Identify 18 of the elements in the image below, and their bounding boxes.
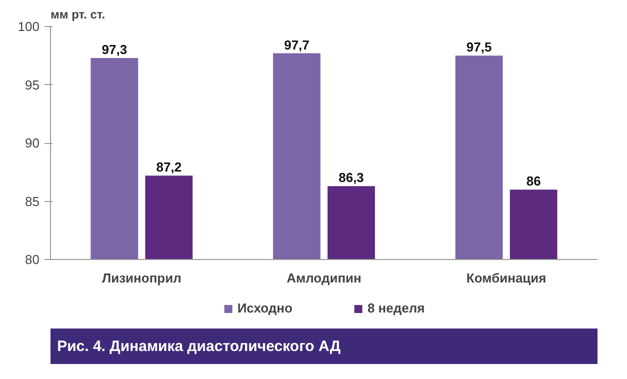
data-label: 86,3: [338, 170, 364, 186]
y-tick-label: 80: [25, 252, 40, 267]
x-tick-label: Амлодипин: [286, 270, 362, 286]
data-label: 97,3: [102, 42, 128, 57]
legend-label: Исходно: [237, 300, 292, 316]
x-tick-label: Комбинация: [466, 270, 546, 286]
text: Рис. 4. Динамика диастолического АД: [57, 338, 341, 355]
legend-label: 8 неделя: [367, 300, 425, 316]
x-tick-label: Лизиноприл: [102, 270, 182, 286]
data-label: 86: [526, 174, 541, 189]
data-label: 97,5: [466, 40, 492, 55]
data-label: 97,7: [284, 37, 310, 52]
y-tick-label: 85: [25, 194, 40, 209]
data-label: 87,2: [156, 160, 182, 175]
y-tick-label: 100: [18, 19, 40, 34]
y-axis-title: мм рт. ст.: [50, 8, 106, 22]
y-tick-label: 90: [25, 136, 40, 150]
y-tick-label: 95: [25, 77, 40, 92]
